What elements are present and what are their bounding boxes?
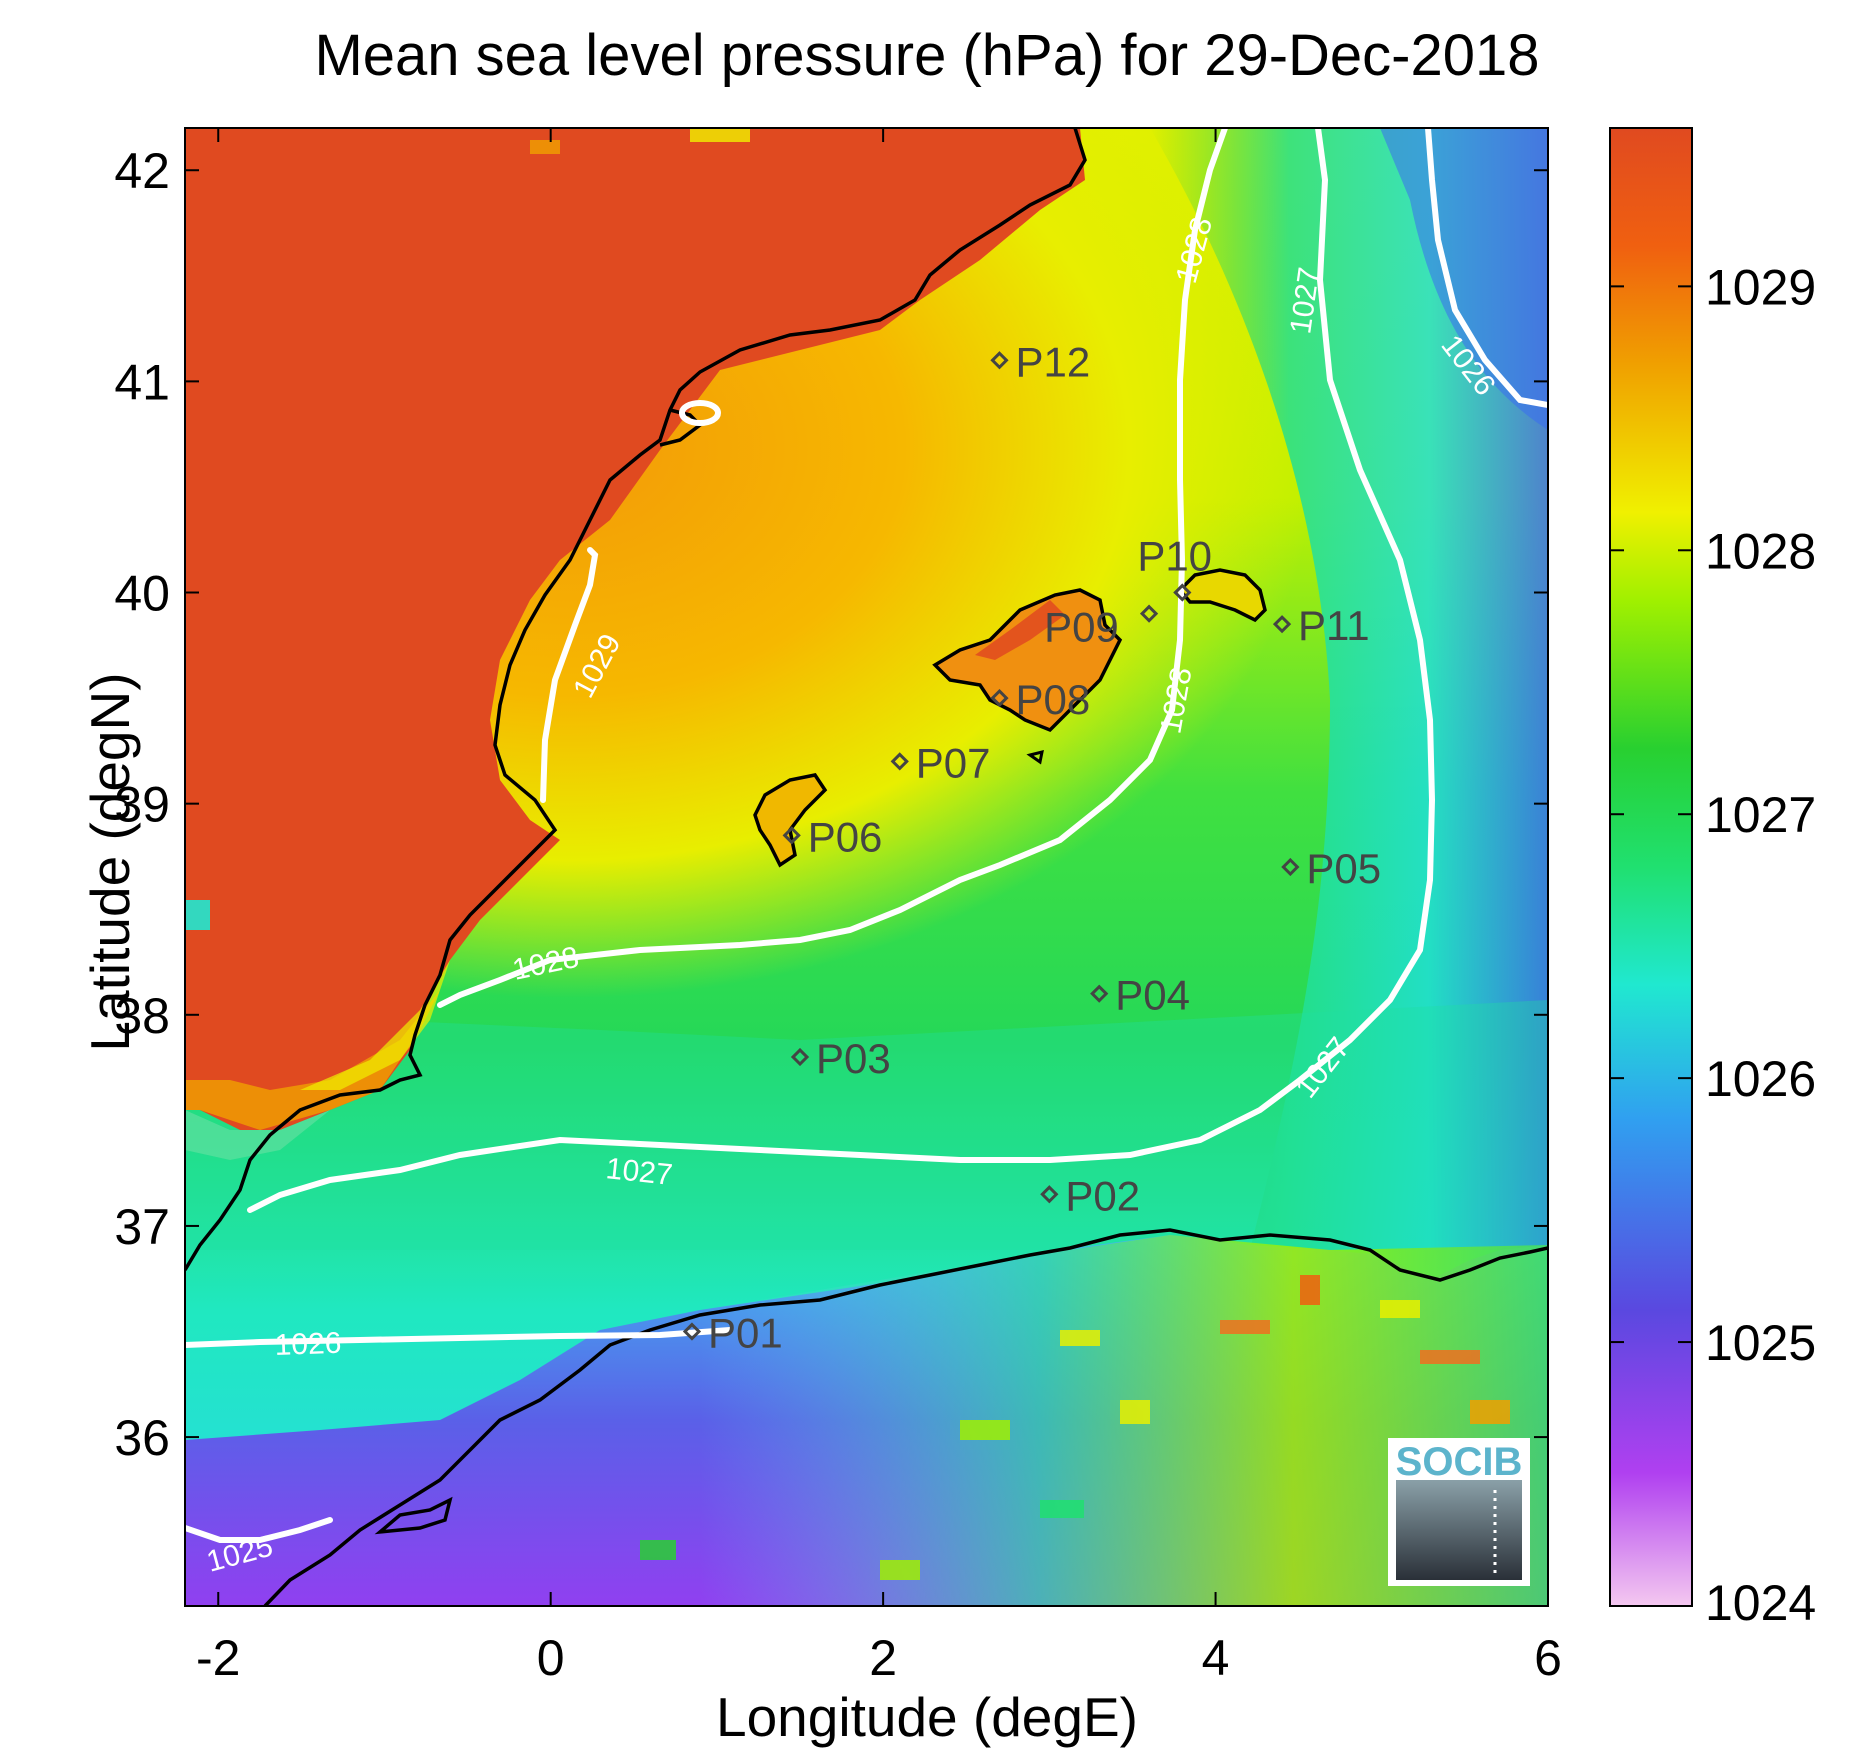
station-marker bbox=[1139, 604, 1159, 623]
station-marker bbox=[790, 1047, 810, 1067]
station-label: P03 bbox=[816, 1035, 891, 1082]
x-tick-label: 2 bbox=[869, 1630, 897, 1686]
station-marker bbox=[990, 351, 1009, 370]
mallorca-north bbox=[975, 600, 1065, 660]
colorbar-tick-label: 1028 bbox=[1705, 523, 1816, 579]
africa-coastline bbox=[263, 1228, 1548, 1606]
ibiza-coastline bbox=[753, 773, 828, 868]
station-label: P12 bbox=[1015, 338, 1090, 385]
station-label: P05 bbox=[1306, 845, 1381, 892]
mallorca-coastline bbox=[932, 588, 1123, 733]
contour-label: 1027 bbox=[604, 1152, 674, 1192]
station-marker bbox=[682, 1322, 702, 1341]
colorbar-tick-label: 1025 bbox=[1705, 1315, 1816, 1371]
station-marker bbox=[890, 752, 909, 771]
station-label: P02 bbox=[1065, 1172, 1140, 1219]
menorca-coastline bbox=[1177, 568, 1267, 623]
pressure-field: 1029 1028 1028 1028 1027 1027 1027 1026 … bbox=[185, 128, 1548, 1606]
station-marker bbox=[990, 688, 1009, 708]
station-label: P08 bbox=[1015, 676, 1090, 723]
contour-label: 1026 bbox=[274, 1327, 342, 1362]
station-markers: P01 P02 P03 P04 P05 P06 P07 P08 P09 P10 P11 P12 bbox=[682, 338, 1381, 1357]
station-marker bbox=[1272, 615, 1292, 634]
y-tick-label: 41 bbox=[114, 354, 170, 410]
x-tick-label: 4 bbox=[1202, 1630, 1230, 1686]
station-marker bbox=[1040, 1185, 1059, 1204]
cabrera-island bbox=[1026, 749, 1044, 765]
plot-frame bbox=[184, 127, 1549, 1607]
colorbar-tick-label: 1026 bbox=[1705, 1051, 1816, 1107]
station-label: P11 bbox=[1298, 602, 1370, 649]
x-tick-label: 0 bbox=[537, 1630, 565, 1686]
x-axis-label: Longitude (degE) bbox=[716, 1686, 1138, 1748]
socib-logo: SOCIB bbox=[1388, 1438, 1530, 1586]
iberia-coastline bbox=[185, 128, 1087, 1271]
colorbar-tick-label: 1024 bbox=[1705, 1575, 1816, 1631]
colorbar-tick-label: 1029 bbox=[1705, 259, 1816, 315]
alboran-island bbox=[374, 1496, 453, 1535]
y-tick-label: 36 bbox=[114, 1410, 170, 1466]
station-marker bbox=[1281, 857, 1300, 877]
station-label: P04 bbox=[1115, 972, 1190, 1019]
station-label: P10 bbox=[1137, 533, 1212, 580]
map-title: Mean sea level pressure (hPa) for 29-Dec… bbox=[314, 23, 1540, 88]
y-tick-label: 37 bbox=[114, 1199, 170, 1255]
colorbar-tick-label: 1027 bbox=[1705, 787, 1816, 843]
iberia-land bbox=[185, 128, 1085, 1130]
y-tick-label: 40 bbox=[114, 566, 170, 622]
y-axis-ticks: 36 37 38 39 40 41 42 bbox=[114, 143, 1548, 1466]
y-tick-label: 42 bbox=[114, 143, 170, 199]
colorbar bbox=[1609, 127, 1693, 1607]
x-tick-label: 6 bbox=[1534, 1630, 1562, 1686]
station-label: P07 bbox=[916, 739, 991, 786]
y-tick-label: 39 bbox=[114, 777, 170, 833]
station-marker bbox=[1090, 984, 1109, 1003]
station-label: P09 bbox=[1044, 604, 1119, 651]
colorbar-ticks: 1024 1025 1026 1027 1028 1029 bbox=[1610, 259, 1816, 1631]
socib-logo-text: SOCIB bbox=[1396, 1440, 1523, 1484]
x-tick-label: -2 bbox=[196, 1630, 240, 1686]
station-label: P01 bbox=[708, 1310, 783, 1357]
contour-labels: 1029 1028 1028 1028 1027 1027 1027 1026 … bbox=[203, 214, 1501, 1579]
y-tick-label: 38 bbox=[114, 988, 170, 1044]
x-axis-ticks: -2 0 2 4 6 bbox=[196, 128, 1562, 1686]
contour-lines bbox=[185, 128, 1548, 1543]
station-label: P06 bbox=[808, 813, 883, 860]
station-marker bbox=[1173, 583, 1192, 602]
station-marker bbox=[782, 826, 801, 845]
